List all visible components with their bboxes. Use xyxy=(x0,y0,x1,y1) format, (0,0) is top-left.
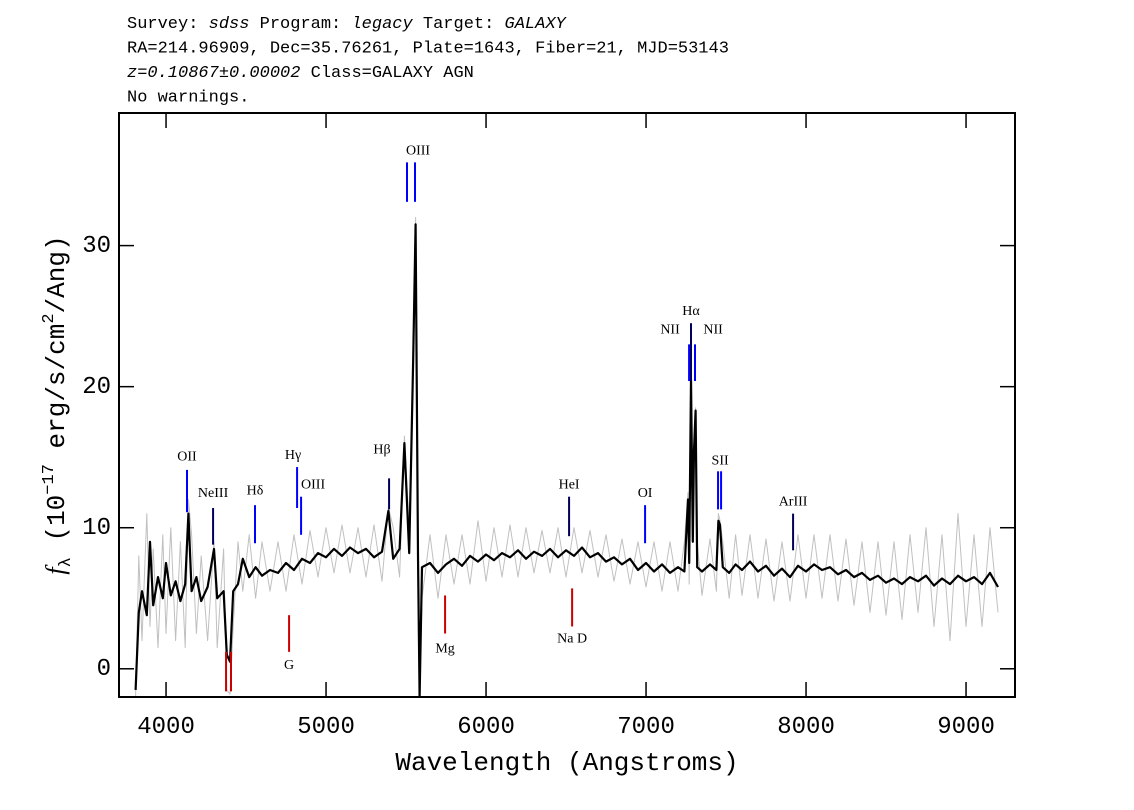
y-axis-label-part: erg/s/cm xyxy=(42,324,72,464)
header-line: Survey: sdss Program: legacy Target: GAL… xyxy=(127,15,568,34)
y-tick-label: 30 xyxy=(82,233,111,260)
line-label: HeI xyxy=(559,478,580,493)
header-line: RA=214.96909, Dec=35.76261, Plate=1643, … xyxy=(127,40,729,59)
header-text: Target: xyxy=(413,15,505,34)
header: Survey: sdss Program: legacy Target: GAL… xyxy=(127,15,729,108)
y-axis-label-part: −17 xyxy=(40,464,59,495)
header-text: legacy xyxy=(351,15,413,34)
plot-frame xyxy=(118,112,1016,698)
y-tick-label: 10 xyxy=(82,515,111,542)
line-label: Mg xyxy=(435,641,454,656)
spectrum-line xyxy=(134,223,999,697)
x-axis-label: Wavelength (Angstroms) xyxy=(395,748,738,778)
line-label: Hγ xyxy=(285,448,301,463)
x-tick-label: 5000 xyxy=(297,714,355,741)
y-axis-label-part: (10 xyxy=(42,495,72,557)
x-tick-label: 7000 xyxy=(617,714,675,741)
y-axis-label-part: /Ang) xyxy=(42,235,72,313)
y-tick-label: 0 xyxy=(97,656,111,683)
line-label: OIII xyxy=(406,143,430,158)
header-line: No warnings. xyxy=(127,89,249,108)
line-label: SII xyxy=(712,454,729,469)
header-text: Program: xyxy=(249,15,351,34)
header-line: z=0.10867±0.00002 Class=GALAXY AGN xyxy=(127,64,474,83)
header-text: RA=214.96909, Dec=35.76261, Plate=1643, … xyxy=(127,40,729,59)
line-label: G xyxy=(284,658,294,673)
y-axis-label: fλ (10−17 erg/s/cm2/Ang) xyxy=(40,235,76,574)
line-label: NeIII xyxy=(198,486,229,501)
line-label: Na D xyxy=(557,631,587,646)
x-tick-label: 4000 xyxy=(137,714,195,741)
y-axis-label-part: 2 xyxy=(40,313,59,323)
header-text: Class=GALAXY AGN xyxy=(300,64,473,83)
header-text: GALAXY xyxy=(505,15,568,34)
header-text: z=0.10867±0.00002 xyxy=(127,64,300,83)
line-label: OI xyxy=(638,486,653,501)
x-tick-label: 6000 xyxy=(457,714,515,741)
line-label: Hα xyxy=(682,304,700,319)
line-label: Hβ xyxy=(373,442,390,457)
line-label: ArIII xyxy=(779,495,808,510)
y-axis-label-part: f xyxy=(41,564,70,575)
line-label: OII xyxy=(177,449,197,464)
header-text: sdss xyxy=(209,15,250,34)
line-label: NII xyxy=(703,322,723,337)
line-label: OIII xyxy=(301,478,325,493)
line-label: Hδ xyxy=(247,483,264,498)
spectrum-line xyxy=(135,216,999,697)
header-text: Survey: xyxy=(127,15,209,34)
x-tick-label: 9000 xyxy=(937,714,995,741)
line-label: NII xyxy=(660,322,680,337)
x-tick-label: 8000 xyxy=(777,714,835,741)
y-tick-label: 20 xyxy=(82,374,111,401)
y-axis-label-part: λ xyxy=(57,557,76,567)
header-text: No warnings. xyxy=(127,89,249,108)
